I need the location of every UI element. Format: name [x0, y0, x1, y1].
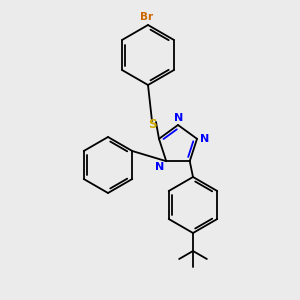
Text: Br: Br [140, 12, 154, 22]
Text: S: S [148, 118, 156, 131]
Text: N: N [200, 134, 209, 144]
Text: N: N [174, 113, 184, 123]
Text: N: N [155, 162, 164, 172]
